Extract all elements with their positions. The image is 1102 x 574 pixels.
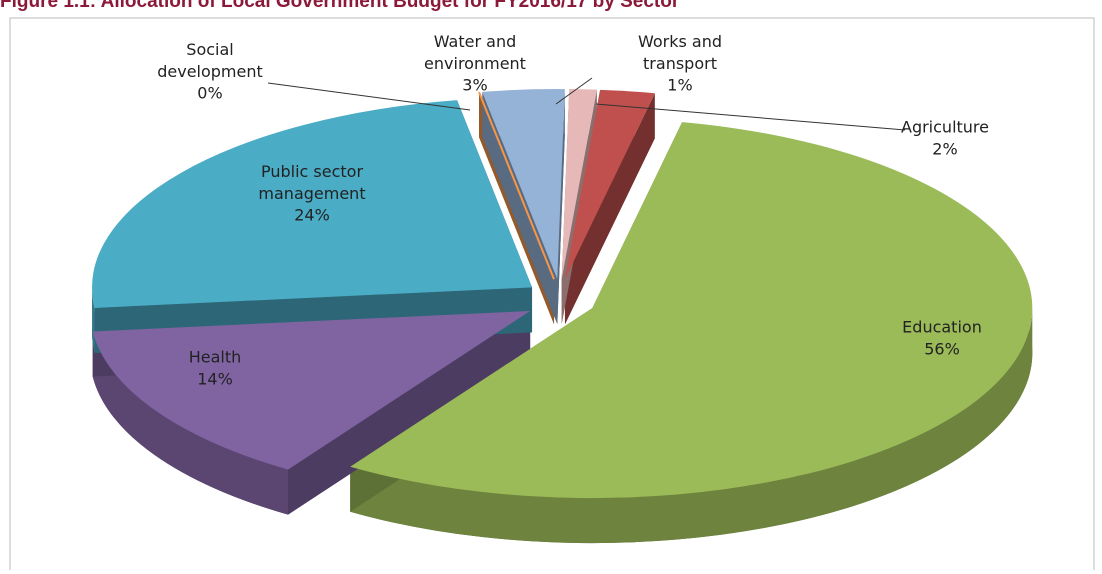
leader-line — [267, 82, 471, 111]
slice — [92, 310, 531, 470]
value-label: 3% — [462, 76, 487, 95]
category-label: Works and transport — [638, 32, 722, 73]
category-label: Agriculture — [901, 118, 989, 137]
slice-wall — [350, 308, 1033, 544]
slice — [482, 89, 565, 280]
category-label: Public sector management — [258, 162, 365, 203]
slice-wall — [92, 287, 95, 353]
category-label: Water and environment — [424, 32, 526, 73]
slice-wall — [92, 331, 289, 515]
pie-tops — [92, 89, 1033, 499]
slice — [561, 89, 597, 280]
value-label: 0% — [197, 84, 222, 103]
category-label: Health — [189, 348, 242, 367]
slice — [478, 91, 555, 280]
value-label: 56% — [924, 340, 960, 359]
slice-face — [482, 91, 558, 325]
value-label: 2% — [932, 140, 957, 159]
category-label: Education — [902, 318, 982, 337]
slice — [92, 100, 533, 308]
slice — [350, 122, 1033, 499]
slice-face — [557, 89, 565, 325]
slice — [564, 89, 655, 280]
category-label: Social development — [157, 40, 263, 81]
leader-line — [555, 77, 593, 105]
chart-title: Figure 1.1: Allocation of Local Governme… — [0, 0, 680, 12]
leader-line — [595, 103, 906, 131]
slice-face — [564, 93, 655, 325]
value-label: 14% — [197, 370, 233, 389]
value-label: 24% — [294, 206, 330, 225]
slice-face — [288, 310, 531, 515]
value-label: 1% — [667, 76, 692, 95]
labels: Agriculture 2% Education 56% Health 14% Public… — [157, 32, 989, 389]
